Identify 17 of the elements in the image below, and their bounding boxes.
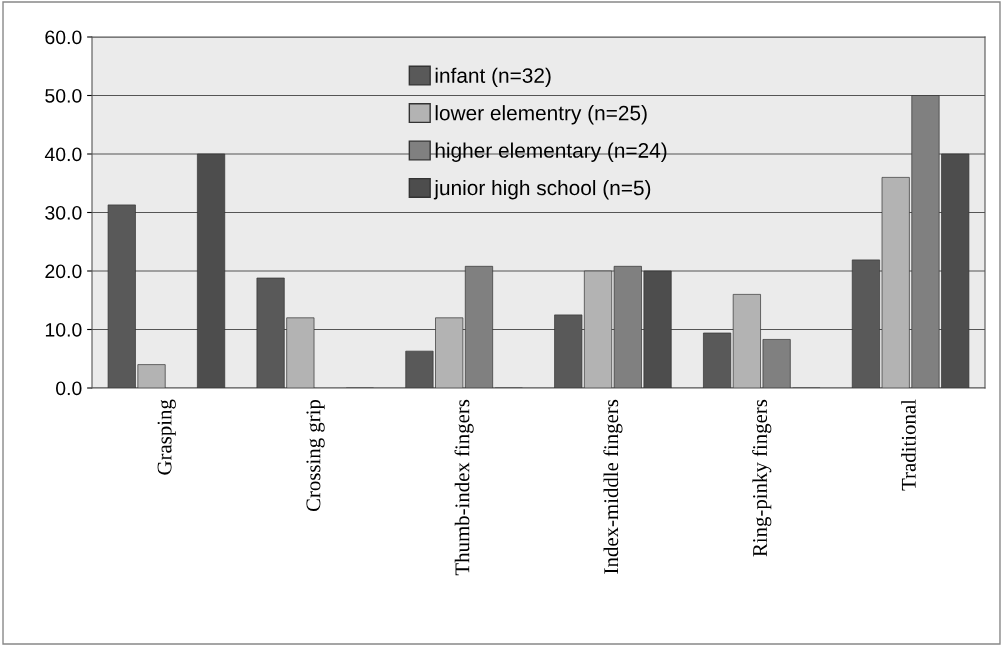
y-tick-label: 20.0	[45, 264, 82, 279]
y-tick-label: 30.0	[45, 205, 82, 220]
y-tick-label: 60.0	[45, 30, 82, 45]
x-tick-label: Index-middle fingers	[603, 399, 623, 574]
legend-label: junior high school (n=5)	[433, 179, 651, 200]
legend-label: lower elementry (n=25)	[435, 105, 647, 125]
x-tick-label: Thumb-index fingers	[454, 399, 474, 576]
y-tick-label: 50.0	[45, 88, 82, 103]
legend-label: higher elementary (n=24)	[435, 142, 667, 162]
y-tick-label: 10.0	[45, 322, 82, 337]
y-tick-label: 0.0	[56, 381, 82, 396]
x-tick-label: Crossing grip	[306, 399, 325, 512]
x-tick-label: Ring-pinky fingers	[752, 399, 772, 557]
x-tick-label: Traditional	[901, 399, 916, 491]
x-tick-label: Grasping	[157, 399, 176, 475]
legend-label: infant (n=32)	[435, 67, 551, 88]
y-tick-label: 40.0	[44, 147, 82, 162]
